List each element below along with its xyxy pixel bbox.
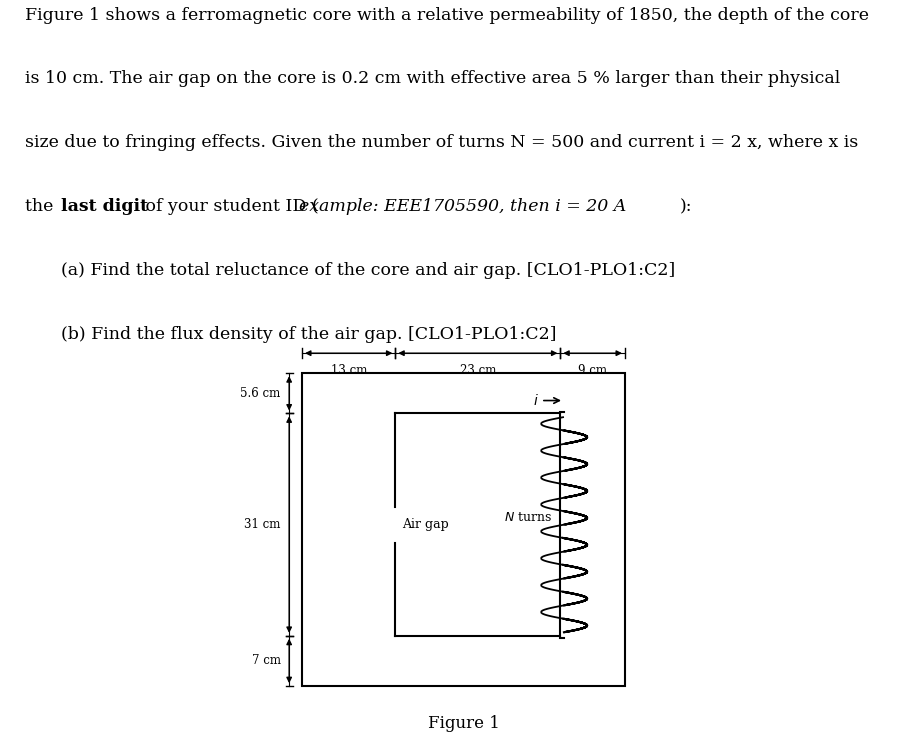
Text: 31 cm: 31 cm [244,518,281,531]
Text: Figure 1: Figure 1 [428,715,500,732]
Text: is 10 cm. The air gap on the core is 0.2 cm with effective area 5 % larger than : is 10 cm. The air gap on the core is 0.2… [25,71,841,87]
Text: Air gap: Air gap [402,518,449,531]
Text: size due to fringing effects. Given the number of turns N = 500 and current i = : size due to fringing effects. Given the … [25,134,859,151]
Text: 9 cm: 9 cm [578,364,608,377]
Text: 13 cm: 13 cm [330,364,367,377]
Text: 23 cm: 23 cm [460,364,496,377]
Text: of your student ID (: of your student ID ( [140,198,318,215]
Text: ):: ): [680,198,692,215]
Text: (b) Find the flux density of the air gap. [CLO1-PLO1:C2]: (b) Find the flux density of the air gap… [61,326,557,343]
Text: last digit: last digit [61,198,148,215]
Text: the: the [25,198,59,215]
Bar [302,373,625,686]
Text: example: EEE1705590, then i = 20 A: example: EEE1705590, then i = 20 A [299,198,626,215]
Text: (a) Find the total reluctance of the core and air gap. [CLO1-PLO1:C2]: (a) Find the total reluctance of the cor… [61,262,675,279]
Text: 7 cm: 7 cm [252,655,281,667]
Text: 5.6 cm: 5.6 cm [240,387,281,400]
Text: $N$ turns: $N$ turns [504,511,553,524]
Text: $i$: $i$ [533,393,539,408]
Text: Figure 1 shows a ferromagnetic core with a relative permeability of 1850, the de: Figure 1 shows a ferromagnetic core with… [25,7,869,24]
